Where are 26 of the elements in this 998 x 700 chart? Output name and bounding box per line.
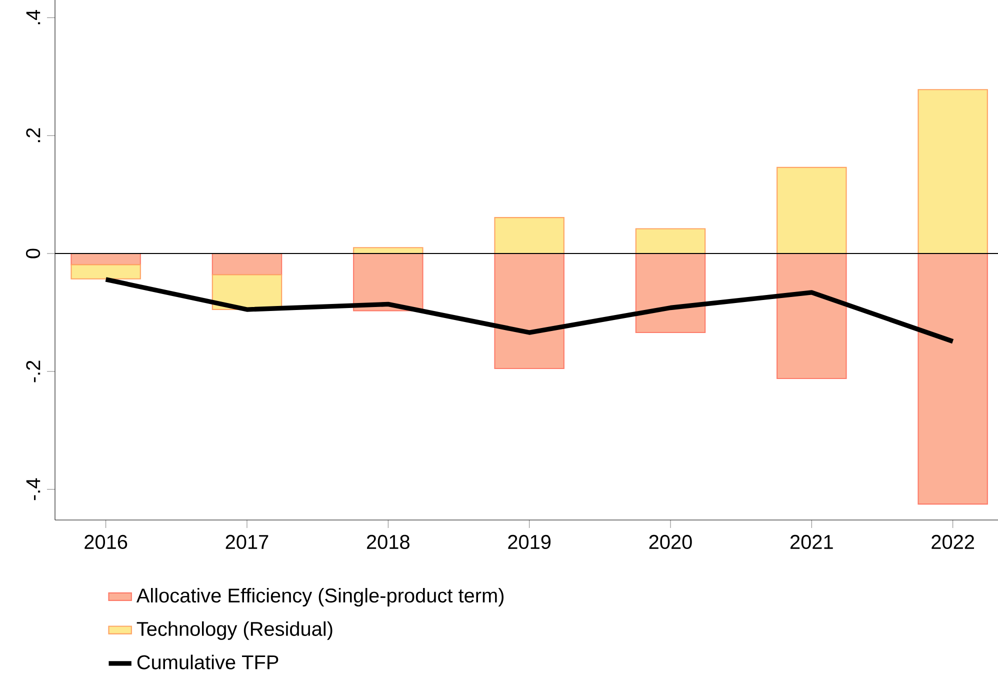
- bar: [918, 89, 988, 254]
- y-tick-label: -.4: [26, 478, 40, 500]
- x-tick-label: 2020: [649, 534, 692, 550]
- bar: [70, 264, 141, 280]
- bar: [494, 252, 564, 370]
- bar: [635, 228, 706, 254]
- legend-label: Cumulative TFP: [137, 654, 278, 670]
- x-tick-label: 2021: [790, 534, 833, 550]
- x-tick-label: 2019: [508, 534, 551, 550]
- y-tick-label: .4: [26, 10, 40, 24]
- legend-label: Allocative Efficiency (Single-product term): [136, 588, 504, 607]
- bar: [776, 166, 847, 254]
- x-tick-label: 2018: [366, 534, 410, 550]
- bar: [635, 252, 706, 334]
- bar: [918, 252, 988, 505]
- x-tick-label: 2016: [84, 534, 128, 550]
- bar: [494, 217, 564, 254]
- legend-label: Technology (Residual): [136, 621, 332, 640]
- y-tick-label: 0: [26, 248, 40, 258]
- bar: [353, 252, 424, 312]
- bar: [776, 252, 847, 380]
- y-tick-label: -.2: [26, 360, 40, 382]
- x-tick-label: 2022: [932, 534, 974, 550]
- y-tick-label: .2: [26, 128, 40, 142]
- line-series: [103, 277, 956, 344]
- x-tick-label: 2017: [226, 534, 268, 550]
